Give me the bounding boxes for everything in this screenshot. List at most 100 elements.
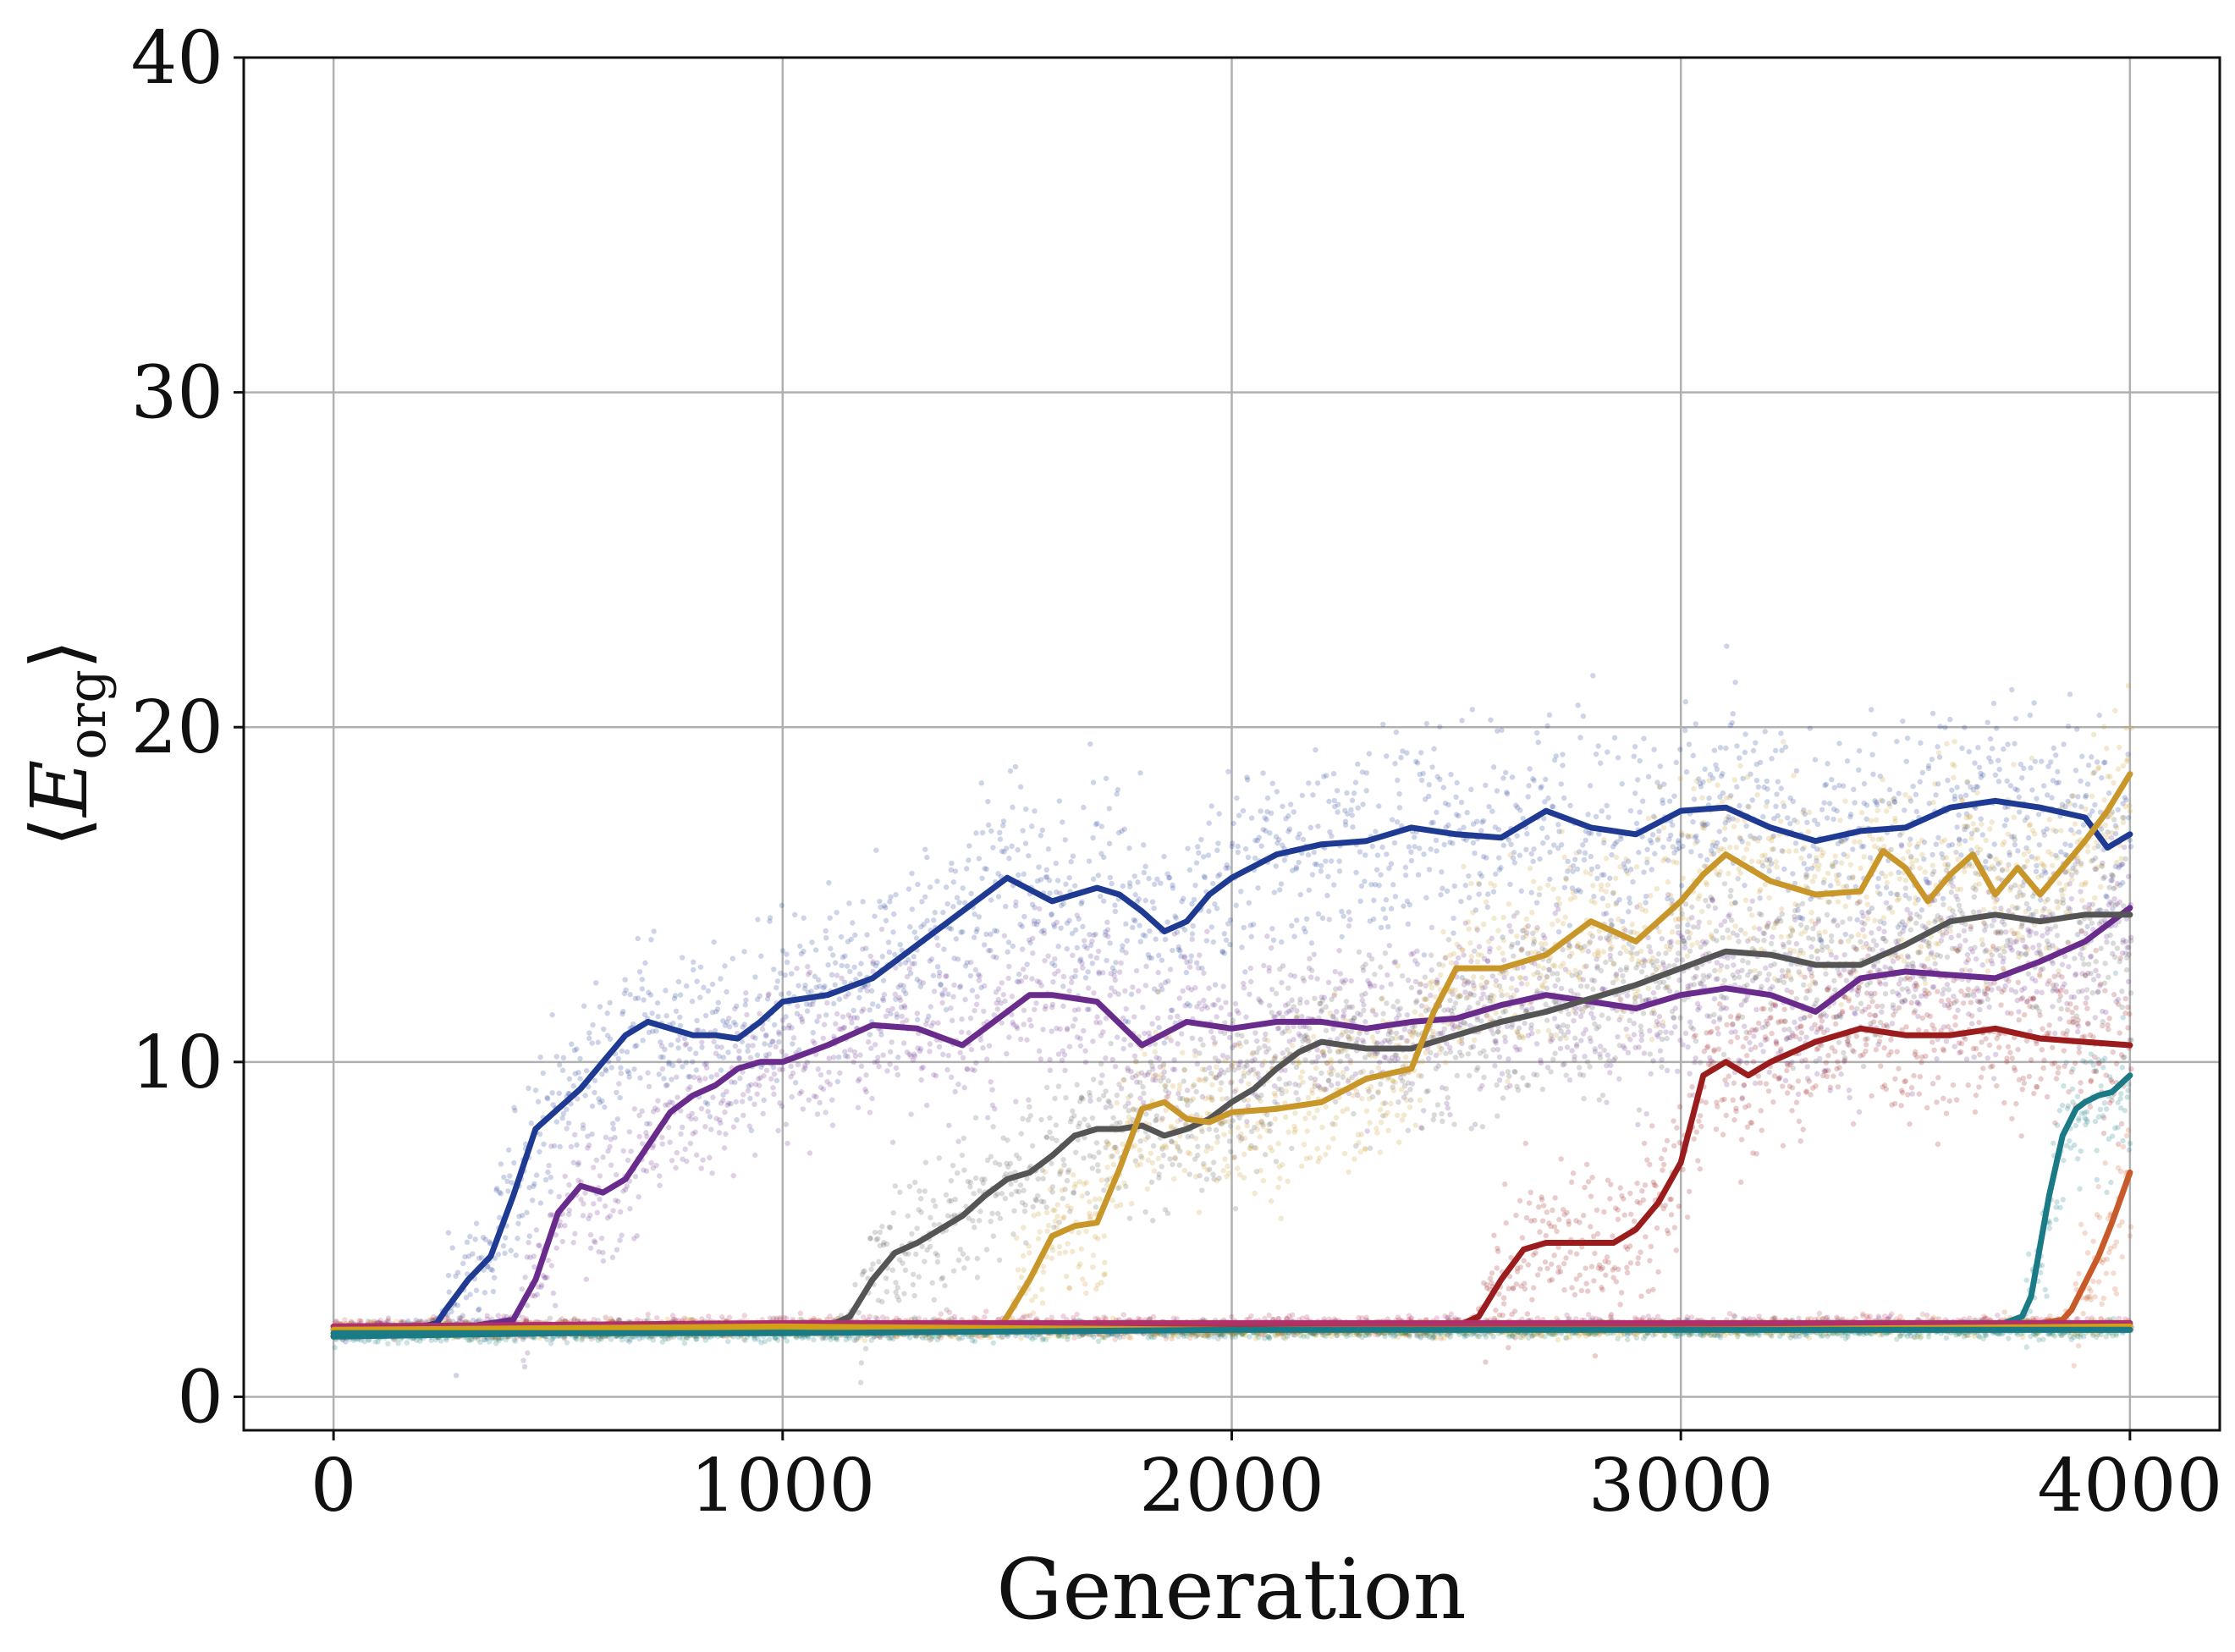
scatter-point — [1133, 967, 1140, 974]
scatter-point — [1810, 843, 1816, 849]
scatter-point — [1089, 1115, 1096, 1121]
scatter-point — [1143, 963, 1149, 970]
scatter-point — [736, 1048, 742, 1055]
scatter-point — [1601, 911, 1607, 917]
scatter-point — [2073, 768, 2079, 774]
scatter-point — [1518, 888, 1525, 895]
scatter-point — [1560, 752, 1566, 757]
scatter-point — [1085, 969, 1091, 975]
scatter-point — [1541, 816, 1547, 822]
scatter-point — [895, 1055, 901, 1060]
scatter-point — [1647, 837, 1654, 843]
scatter-point — [689, 998, 696, 1005]
scatter-point — [511, 1104, 517, 1110]
scatter-point — [1858, 844, 1865, 850]
scatter-point — [2040, 933, 2045, 939]
scatter-point — [1244, 1059, 1250, 1065]
scatter-point — [531, 1181, 537, 1187]
scatter-point — [863, 1088, 869, 1095]
scatter-point — [553, 1054, 559, 1060]
scatter-point — [1149, 1021, 1155, 1027]
scatter-point — [786, 990, 792, 996]
scatter-point — [1467, 1044, 1474, 1050]
scatter-point — [1247, 991, 1252, 998]
scatter-point — [542, 1275, 548, 1281]
scatter-point — [942, 987, 948, 993]
scatter-point — [1963, 811, 1970, 817]
scatter-point — [1586, 830, 1592, 836]
scatter-point — [757, 993, 763, 999]
scatter-point — [1846, 894, 1852, 900]
scatter-point — [2016, 794, 2022, 801]
scatter-point — [837, 1070, 843, 1077]
scatter-point — [1346, 922, 1352, 929]
scatter-point — [1826, 801, 1833, 807]
scatter-point — [1388, 906, 1395, 911]
scatter-point — [933, 935, 940, 941]
scatter-point — [888, 894, 894, 900]
scatter-point — [992, 928, 998, 933]
scatter-point — [634, 1233, 640, 1239]
scatter-point — [862, 983, 868, 990]
scatter-point — [1248, 933, 1254, 939]
scatter-point — [783, 1121, 790, 1127]
scatter-point — [1256, 1045, 1263, 1051]
scatter-point — [522, 1275, 528, 1280]
scatter-point — [1514, 833, 1520, 839]
scatter-point — [1314, 976, 1320, 982]
scatter-point — [1484, 904, 1491, 911]
scatter-point — [585, 1145, 591, 1151]
scatter-point — [824, 999, 830, 1006]
scatter-point — [805, 963, 811, 970]
scatter-point — [1591, 894, 1597, 900]
scatter-point — [602, 1104, 608, 1110]
scatter-point — [1107, 992, 1114, 999]
scatter-point — [797, 1013, 804, 1020]
scatter-point — [922, 1258, 928, 1264]
scatter-point — [880, 1052, 886, 1058]
scatter-point — [779, 902, 784, 908]
scatter-point — [1318, 868, 1324, 874]
scatter-point — [1038, 928, 1045, 934]
scatter-point — [1833, 955, 1839, 961]
scatter-point — [1081, 1027, 1087, 1034]
scatter-point — [1114, 1034, 1120, 1040]
scatter-point — [906, 966, 913, 972]
scatter-point — [1367, 918, 1373, 924]
scatter-point — [918, 923, 924, 930]
scatter-point — [1109, 880, 1115, 887]
scatter-point — [2074, 1028, 2081, 1035]
scatter-point — [1494, 788, 1500, 794]
scatter-point — [1668, 1030, 1675, 1036]
scatter-point — [1236, 1010, 1241, 1016]
scatter-point — [1607, 1070, 1613, 1076]
scatter-point — [889, 1005, 895, 1012]
scatter-point — [1947, 716, 1953, 723]
scatter-point — [621, 990, 628, 997]
scatter-point — [1047, 890, 1053, 896]
scatter-point — [1868, 707, 1874, 713]
scatter-point — [982, 983, 988, 989]
scatter-point — [1462, 1021, 1468, 1027]
scatter-point — [1961, 928, 1968, 934]
scatter-point — [1258, 1093, 1264, 1099]
scatter-point — [1650, 990, 1657, 996]
scatter-point — [1225, 865, 1231, 871]
scatter-point — [1555, 822, 1561, 828]
scatter-point — [994, 1006, 1001, 1012]
scatter-point — [592, 1089, 597, 1096]
scatter-point — [592, 1239, 598, 1246]
scatter-point — [1641, 735, 1647, 741]
scatter-point — [900, 1040, 907, 1046]
scatter-point — [1349, 797, 1356, 803]
scatter-point — [2094, 759, 2100, 765]
scatter-point — [979, 875, 985, 881]
scatter-point — [777, 1100, 783, 1106]
scatter-point — [1339, 933, 1345, 940]
scatter-point — [1039, 827, 1046, 834]
scatter-point — [1005, 975, 1011, 982]
scatter-point — [1090, 876, 1097, 882]
scatter-point — [880, 977, 887, 983]
scatter-point — [1017, 922, 1023, 928]
scatter-point — [1484, 958, 1490, 964]
